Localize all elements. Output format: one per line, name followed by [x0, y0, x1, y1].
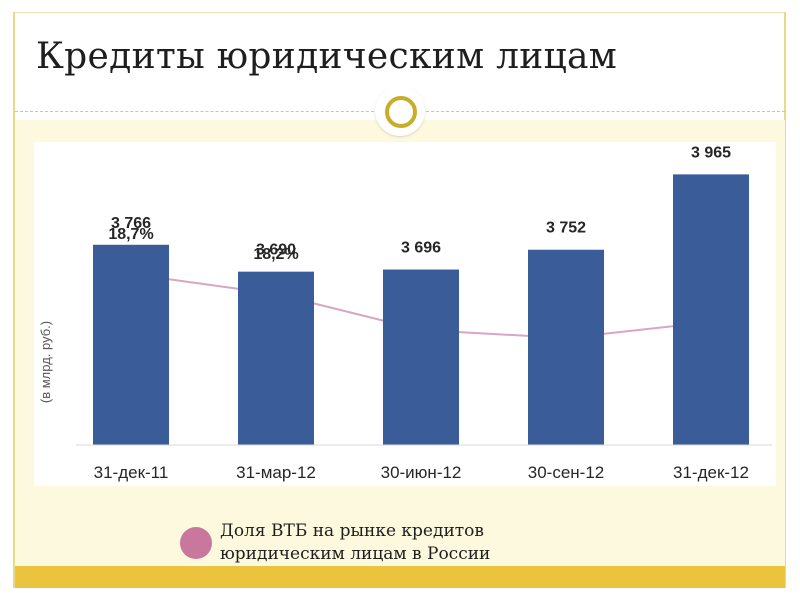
bar-value-label: 3 766	[111, 215, 151, 232]
share-value-label: 18,2%	[253, 246, 298, 263]
share-value-label: 18,7%	[108, 226, 153, 243]
divider-ring-inner-icon	[385, 96, 417, 128]
x-tick-label: 31-мар-12	[236, 463, 316, 482]
bar	[93, 244, 169, 445]
loan-volume-series: 3 766 3 690 3 696 3 752 3 965	[93, 144, 749, 445]
x-tick-labels: 31-дек-11 31-мар-12 30-июн-12 30-сен-12 31-д…	[94, 463, 749, 482]
frame-left-line	[13, 12, 15, 588]
legend-marker	[180, 527, 212, 559]
bar	[528, 249, 604, 445]
legend-label: Доля ВТБ на рынке кредитов юридическим л…	[220, 520, 560, 566]
bottom-accent-bar	[15, 566, 785, 588]
frame-right-line	[784, 12, 786, 588]
x-tick-label: 31-дек-12	[673, 463, 749, 482]
y-axis-label: (в млрд. руб.)	[38, 321, 53, 403]
frame-top-line	[13, 12, 785, 13]
bar-value-label: 3 696	[401, 240, 441, 257]
bar	[673, 174, 749, 445]
x-tick-label: 30-сен-12	[528, 463, 604, 482]
bar-value-label: 3 965	[691, 144, 731, 161]
x-tick-label: 31-дек-11	[94, 463, 169, 482]
legend-label-line-2: юридическим лицам в России	[220, 544, 491, 564]
bar	[383, 269, 459, 445]
bar-value-label: 3 690	[256, 242, 296, 259]
bar	[238, 271, 314, 445]
slide-title: Кредиты юридическим лицам	[36, 36, 618, 77]
legend-label-line-1: Доля ВТБ на рынке кредитов	[220, 521, 484, 541]
bar-value-label: 3 752	[546, 220, 586, 237]
x-tick-label: 30-июн-12	[381, 463, 462, 482]
